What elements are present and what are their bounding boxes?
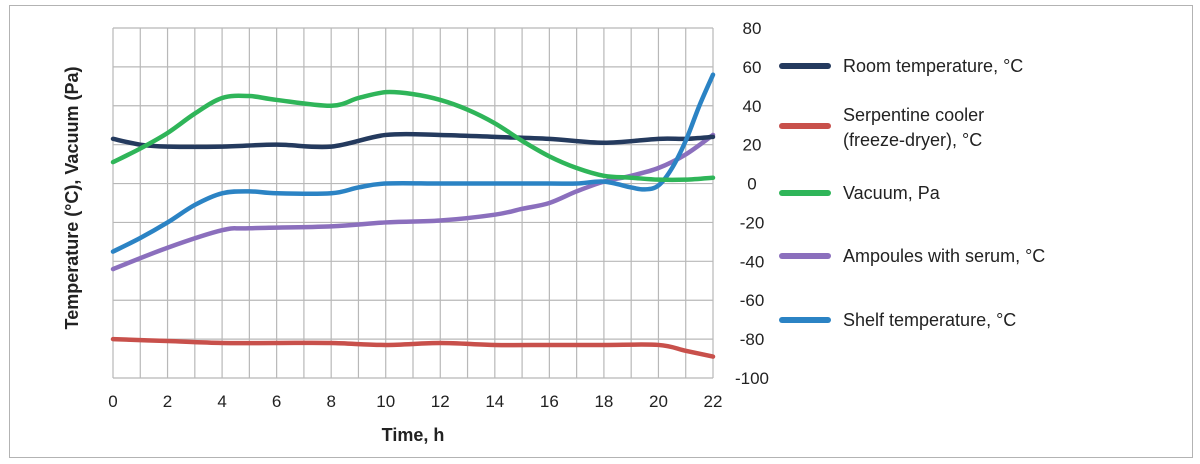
series-line-vacuum: [110, 89, 716, 183]
y-tick-label: 80: [743, 19, 762, 38]
x-tick-label: 10: [376, 392, 395, 411]
x-tick-label: 2: [163, 392, 172, 411]
x-tick-label: 6: [272, 392, 281, 411]
x-tick-label: 16: [540, 392, 559, 411]
x-tick-label: 18: [594, 392, 613, 411]
y-tick-label: 0: [747, 175, 756, 194]
chart-frame: [9, 5, 1193, 458]
legend-label-serpentine-cooler: Serpentine cooler (freeze-dryer), °C: [843, 105, 984, 150]
y-tick-label: 40: [743, 97, 762, 116]
series-lines: [110, 72, 716, 359]
x-tick-label: 0: [108, 392, 117, 411]
x-tick-label: 12: [431, 392, 450, 411]
x-tick-label: 4: [217, 392, 226, 411]
x-tick-label: 8: [326, 392, 335, 411]
x-tick-label: 22: [704, 392, 723, 411]
x-axis-label: Time, h: [382, 425, 445, 445]
legend-label-vacuum: Vacuum, Pa: [843, 183, 941, 203]
y-tick-label: -40: [740, 252, 765, 271]
legend: Room temperature, °C Serpentine cooler (fr…: [779, 56, 1045, 330]
x-tick-label: 14: [485, 392, 504, 411]
y-tick-label: 20: [743, 136, 762, 155]
series-line-serpentine-cooler: [110, 336, 716, 359]
y-tick-label: -60: [740, 291, 765, 310]
series-line-room-temperature: [110, 131, 716, 150]
y-tick-label: -80: [740, 330, 765, 349]
x-axis-ticks: 0 2 4 6 8 10 12 14 16 18 20 22: [108, 392, 722, 411]
legend-label-ampoules-with-serum: Ampoules with serum, °C: [843, 246, 1045, 266]
legend-label-shelf-temperature: Shelf temperature, °C: [843, 310, 1016, 330]
legend-label-room-temperature: Room temperature, °C: [843, 56, 1023, 76]
y-axis-label: Temperature (°C), Vacuum (Pa): [62, 67, 82, 330]
series-line-ampoules-with-serum: [110, 132, 716, 272]
x-tick-label: 20: [649, 392, 668, 411]
y-tick-label: -100: [735, 369, 769, 388]
y-tick-label: 60: [743, 58, 762, 77]
y-axis-ticks: 80 60 40 20 0 -20 -40 -60 -80 -100: [735, 19, 769, 388]
y-tick-label: -20: [740, 213, 765, 232]
